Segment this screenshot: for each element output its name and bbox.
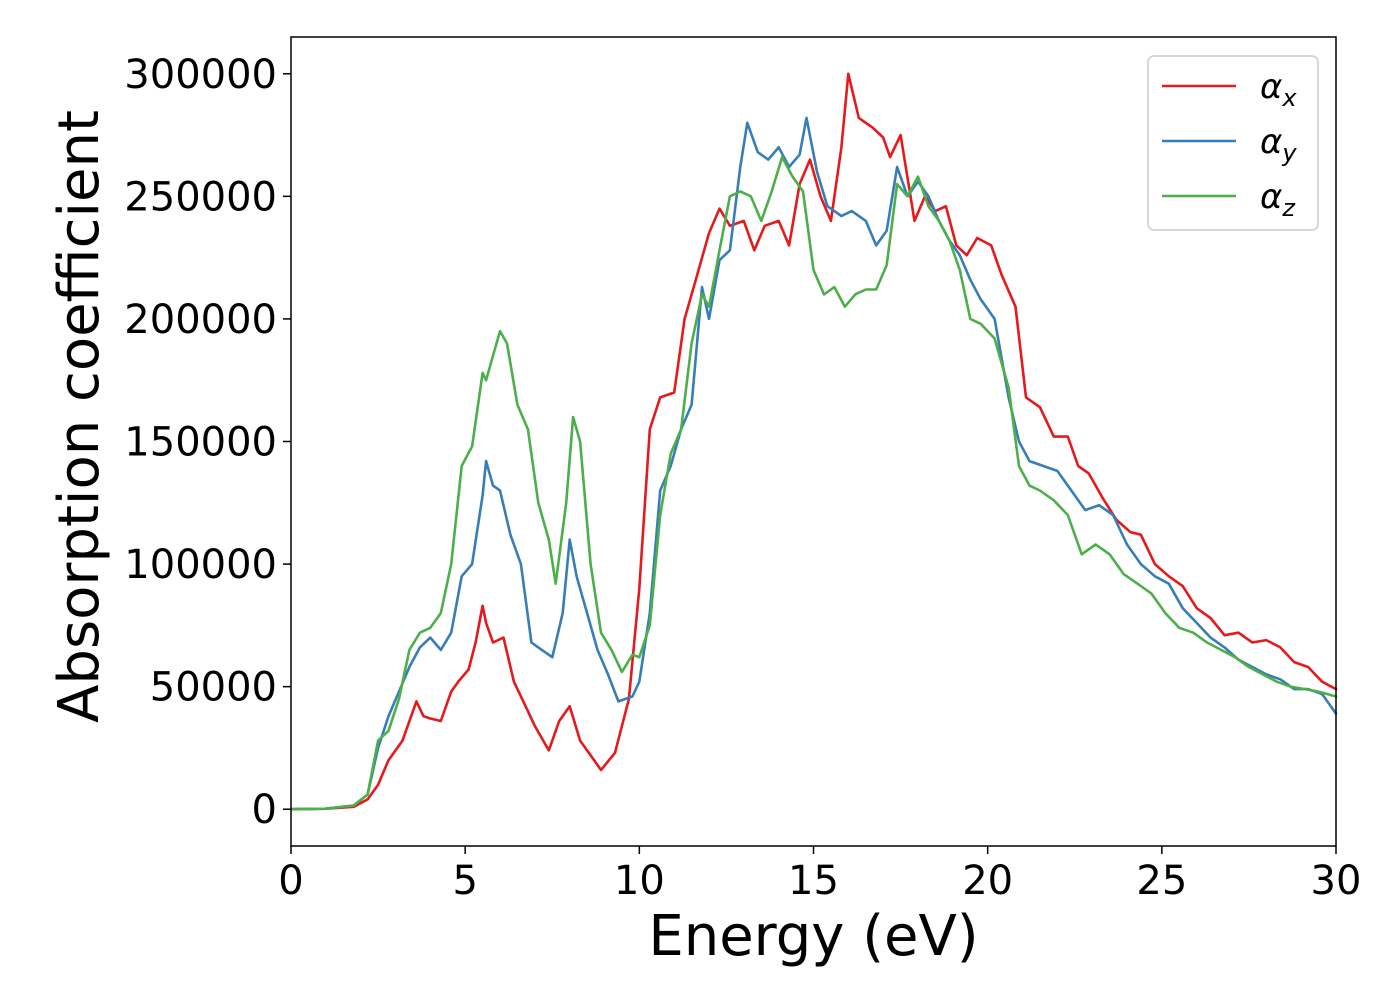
y-tick-label: 100000 xyxy=(124,542,277,588)
y-axis-label: Absorption coefficient xyxy=(47,110,112,723)
x-tick-label: 25 xyxy=(1136,858,1187,904)
legend-entry-y: αy xyxy=(1260,122,1297,167)
x-tick-label: 0 xyxy=(278,858,303,904)
legend-entry-subscript: z xyxy=(1281,194,1296,222)
legend-entry-symbol: α xyxy=(1260,67,1282,107)
legend-entry-subscript: y xyxy=(1281,139,1297,167)
x-axis-label: Energy (eV) xyxy=(648,904,978,969)
legend-entry-symbol: α xyxy=(1260,122,1282,162)
series-line-z xyxy=(289,155,1338,811)
legend-entry-z: αz xyxy=(1260,177,1296,222)
y-tick-label: 0 xyxy=(252,787,277,833)
y-tick-label: 300000 xyxy=(124,52,277,98)
legend-box xyxy=(1147,55,1319,231)
legend-entry-subscript: x xyxy=(1281,84,1297,112)
x-tick-label: 15 xyxy=(788,858,839,904)
x-axis-ticks: 0 5 10 15 20 25 30 xyxy=(278,846,1361,904)
x-tick-label: 30 xyxy=(1311,858,1362,904)
legend-entry-x: αx xyxy=(1260,67,1297,112)
y-tick-label: 150000 xyxy=(124,420,277,466)
series-line-y xyxy=(289,116,1338,811)
x-tick-label: 5 xyxy=(452,858,477,904)
x-tick-label: 20 xyxy=(962,858,1013,904)
y-tick-label: 200000 xyxy=(124,297,277,343)
series-lines xyxy=(289,72,1338,811)
series-line-x xyxy=(289,72,1338,811)
y-axis-ticks: 0 50000 100000 150000 200000 250000 300000 xyxy=(124,52,291,833)
x-tick-label: 10 xyxy=(614,858,665,904)
legend-entry-symbol: α xyxy=(1260,177,1282,217)
y-tick-label: 50000 xyxy=(150,665,277,711)
y-tick-label: 250000 xyxy=(124,174,277,220)
